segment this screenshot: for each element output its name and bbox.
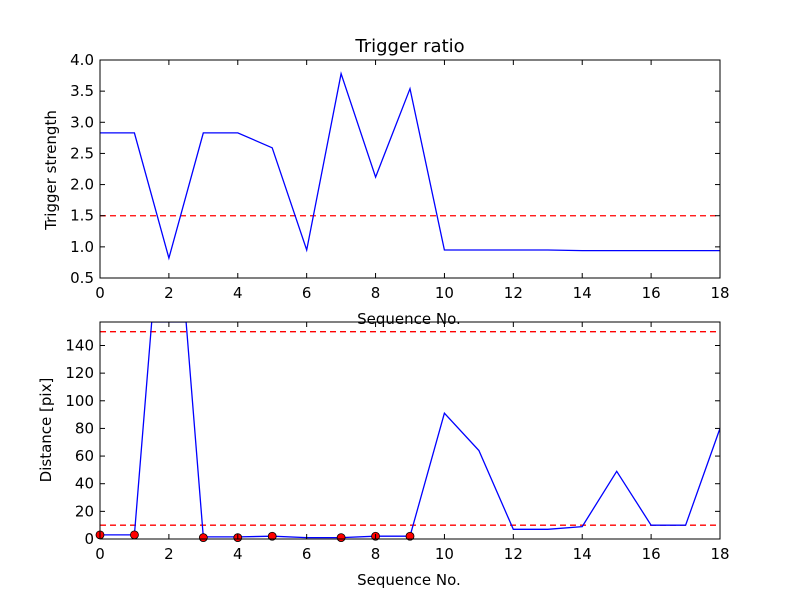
x-axis-label: Sequence No. [357,310,461,328]
x-tick-label: 12 [504,545,523,563]
x-tick-label: 8 [371,545,381,563]
x-tick-label: 10 [435,284,454,302]
x-tick-label: 2 [164,545,174,563]
trigger-ratio-plot: Trigger ratio Sequence No. Trigger stren… [42,36,730,328]
x-tick-label: 10 [435,545,454,563]
x-tick-label: 0 [95,284,105,302]
distance-plot: Sequence No. Distance [pix] 0 2 4 6 8 10 12 14 1… [37,321,730,589]
chart-title: Trigger ratio [354,36,464,57]
y-tick-label: 4.0 [70,51,94,69]
x-tick-label: 14 [573,284,592,302]
y-tick-label: 1.0 [70,238,94,256]
y-tick-label: 0 [84,530,94,548]
series-line [100,322,720,539]
y-tick-label: 2.0 [70,176,94,194]
x-tick-label: 12 [504,284,523,302]
y-tick-label: 3.0 [70,113,94,131]
x-tick-label: 16 [642,545,661,563]
x-tick-label: 2 [164,284,174,302]
data-point-marker [130,530,139,540]
series-line [100,71,720,261]
y-tick-label: 120 [65,364,94,382]
x-tick-label: 8 [371,284,381,302]
data-point-marker [198,533,208,543]
y-tick-label: 3.5 [70,82,94,100]
y-tick-label: 0.5 [70,269,94,287]
y-tick-label: 140 [65,336,94,354]
y-axis-label: Trigger strength [42,110,60,231]
y-tick-label: 60 [75,447,94,465]
y-tick-label: 2.5 [70,144,94,162]
x-tick-label: 6 [302,545,312,563]
x-tick-label: 18 [710,284,729,302]
x-tick-label: 4 [233,545,243,563]
y-tick-label: 1.5 [70,207,94,225]
x-tick-label: 4 [233,284,243,302]
y-tick-label: 40 [75,475,94,493]
x-tick-label: 6 [302,284,312,302]
x-tick-label: 16 [642,284,661,302]
data-point-marker [267,531,277,541]
data-point-marker [405,531,415,541]
plot-area-frame [99,321,721,540]
y-tick-label: 100 [65,392,94,410]
plot-area-frame [99,59,721,279]
x-tick-label: 0 [95,545,105,563]
y-axis-label: Distance [pix] [37,378,55,483]
y-tick-label: 80 [75,419,94,437]
x-tick-label: 14 [573,545,592,563]
x-axis-label: Sequence No. [357,571,461,589]
y-tick-label: 20 [75,502,94,520]
data-point-marker [336,533,346,543]
x-tick-label: 18 [710,545,729,563]
